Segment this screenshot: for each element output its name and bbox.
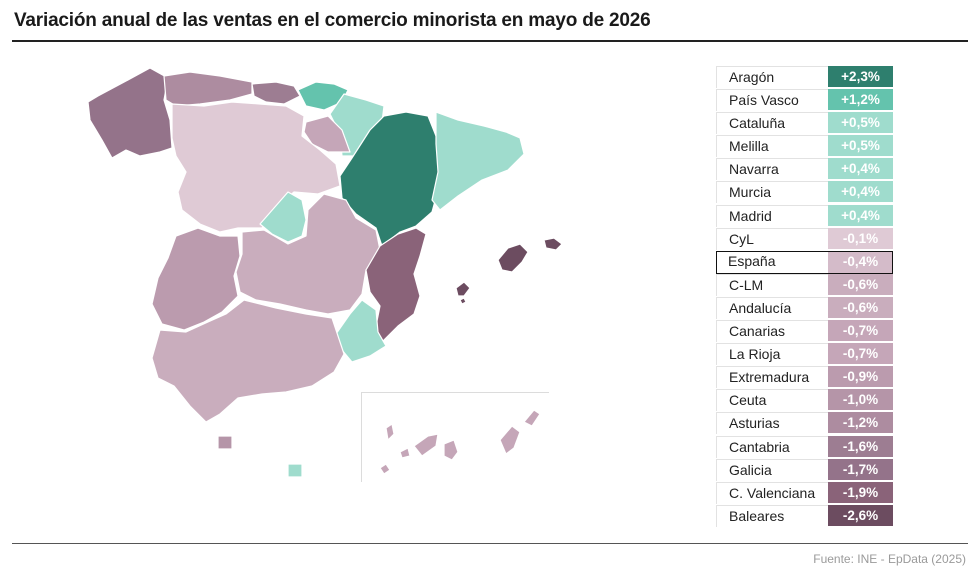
region-asturias[interactable] xyxy=(163,71,253,107)
region-value: +0,5% xyxy=(828,135,893,158)
region-value: +0,5% xyxy=(828,112,893,135)
region-value: +1,2% xyxy=(828,89,893,112)
table-row: Murcia +0,4% xyxy=(716,181,894,204)
region-name: España xyxy=(728,252,776,269)
region-name: Canarias xyxy=(716,320,828,343)
region-comunidad-valenciana[interactable] xyxy=(365,227,427,345)
table-row: Baleares -2,6% xyxy=(716,504,894,528)
region-name: Madrid xyxy=(716,204,828,227)
region-name: Aragón xyxy=(716,66,828,88)
region-canarias-tenerife[interactable] xyxy=(413,433,439,457)
region-values-table: Aragón +2,3% País Vasco +1,2% Cataluña +0,5% M… xyxy=(716,66,894,528)
table-row: La Rioja -0,7% xyxy=(716,343,894,366)
region-value: -2,6% xyxy=(828,504,893,527)
region-name: Extremadura xyxy=(716,366,828,389)
table-row: Navarra +0,4% xyxy=(716,158,894,181)
table-row: Ceuta -1,0% xyxy=(716,389,894,412)
region-baleares[interactable] xyxy=(497,243,529,273)
region-cataluna[interactable] xyxy=(431,111,525,211)
region-value: -0,1% xyxy=(828,227,893,250)
region-name: Navarra xyxy=(716,158,828,181)
region-canarias-la-palma[interactable] xyxy=(385,423,395,441)
region-name: Melilla xyxy=(716,135,828,158)
region-name: Andalucía xyxy=(716,296,828,319)
region-andalucia[interactable] xyxy=(151,299,345,423)
table-row: Canarias -0,7% xyxy=(716,320,894,343)
region-canarias-gran-canaria[interactable] xyxy=(443,439,459,461)
region-name: C. Valenciana xyxy=(716,481,828,504)
source-note: Fuente: INE - EpData (2025) xyxy=(813,552,966,566)
spain-choropleth-map xyxy=(87,67,563,478)
region-name: La Rioja xyxy=(716,343,828,366)
table-row: Cantabria -1,6% xyxy=(716,435,894,459)
region-castilla-y-leon[interactable] xyxy=(171,101,341,233)
table-row: España -0,4% xyxy=(716,250,894,274)
region-name: CyL xyxy=(716,227,828,250)
region-name: Cantabria xyxy=(716,435,828,458)
region-value: +0,4% xyxy=(828,204,893,227)
region-value: +2,3% xyxy=(828,66,893,88)
table-row: Aragón +2,3% xyxy=(716,66,894,89)
region-value: -1,7% xyxy=(828,458,893,481)
region-madrid[interactable] xyxy=(259,191,307,243)
region-name: Asturias xyxy=(716,412,828,435)
region-value: -1,9% xyxy=(828,481,893,504)
region-extremadura[interactable] xyxy=(151,227,241,331)
chart-title: Variación anual de las ventas en el come… xyxy=(14,10,651,31)
region-value: -0,9% xyxy=(828,366,893,389)
table-row: Madrid +0,4% xyxy=(716,204,894,228)
region-value: -0,6% xyxy=(828,296,893,319)
footer-divider xyxy=(12,543,968,544)
canary-islands-inset-frame xyxy=(361,392,549,482)
region-name: Baleares xyxy=(716,504,828,527)
region-name: Cataluña xyxy=(716,112,828,135)
table-row: Extremadura -0,9% xyxy=(716,366,894,389)
region-name: Murcia xyxy=(716,181,828,204)
region-melilla[interactable] xyxy=(287,463,303,478)
region-value: -1,0% xyxy=(828,389,893,412)
region-canarias-lanzarote[interactable] xyxy=(523,409,541,427)
region-baleares-menorca[interactable] xyxy=(543,237,563,251)
region-name: C-LM xyxy=(716,273,828,296)
table-row: Cataluña +0,5% xyxy=(716,112,894,135)
region-name: Ceuta xyxy=(716,389,828,412)
region-ceuta[interactable] xyxy=(217,435,233,450)
region-name: País Vasco xyxy=(716,89,828,112)
table-row: C-LM -0,6% xyxy=(716,273,894,297)
table-row: C. Valenciana -1,9% xyxy=(716,481,894,505)
region-canarias-fuerteventura[interactable] xyxy=(499,425,521,455)
region-cantabria[interactable] xyxy=(251,81,301,105)
table-row: CyL -0,1% xyxy=(716,227,894,251)
table-row: Andalucía -0,6% xyxy=(716,296,894,320)
region-value: -1,6% xyxy=(828,435,893,458)
table-row: Asturias -1,2% xyxy=(716,412,894,435)
region-galicia[interactable] xyxy=(87,67,173,159)
region-baleares-ibiza[interactable] xyxy=(455,281,471,297)
region-canarias-la-gomera[interactable] xyxy=(399,447,411,459)
region-canarias-el-hierro[interactable] xyxy=(379,463,391,475)
table-row: País Vasco +1,2% xyxy=(716,89,894,112)
region-aragon[interactable] xyxy=(339,111,441,247)
region-value: +0,4% xyxy=(828,158,893,181)
region-value: -1,2% xyxy=(828,412,893,435)
table-row: Melilla +0,5% xyxy=(716,135,894,158)
region-name: Galicia xyxy=(716,458,828,481)
region-value: -0,7% xyxy=(828,320,893,343)
table-row: Galicia -1,7% xyxy=(716,458,894,482)
region-la-rioja[interactable] xyxy=(303,115,351,153)
region-baleares-formentera[interactable] xyxy=(459,297,467,305)
title-divider xyxy=(12,40,968,42)
region-value: +0,4% xyxy=(828,181,893,204)
region-value: -0,6% xyxy=(828,273,893,296)
region-value: -0,7% xyxy=(828,343,893,366)
region-value: -0,4% xyxy=(828,250,893,273)
